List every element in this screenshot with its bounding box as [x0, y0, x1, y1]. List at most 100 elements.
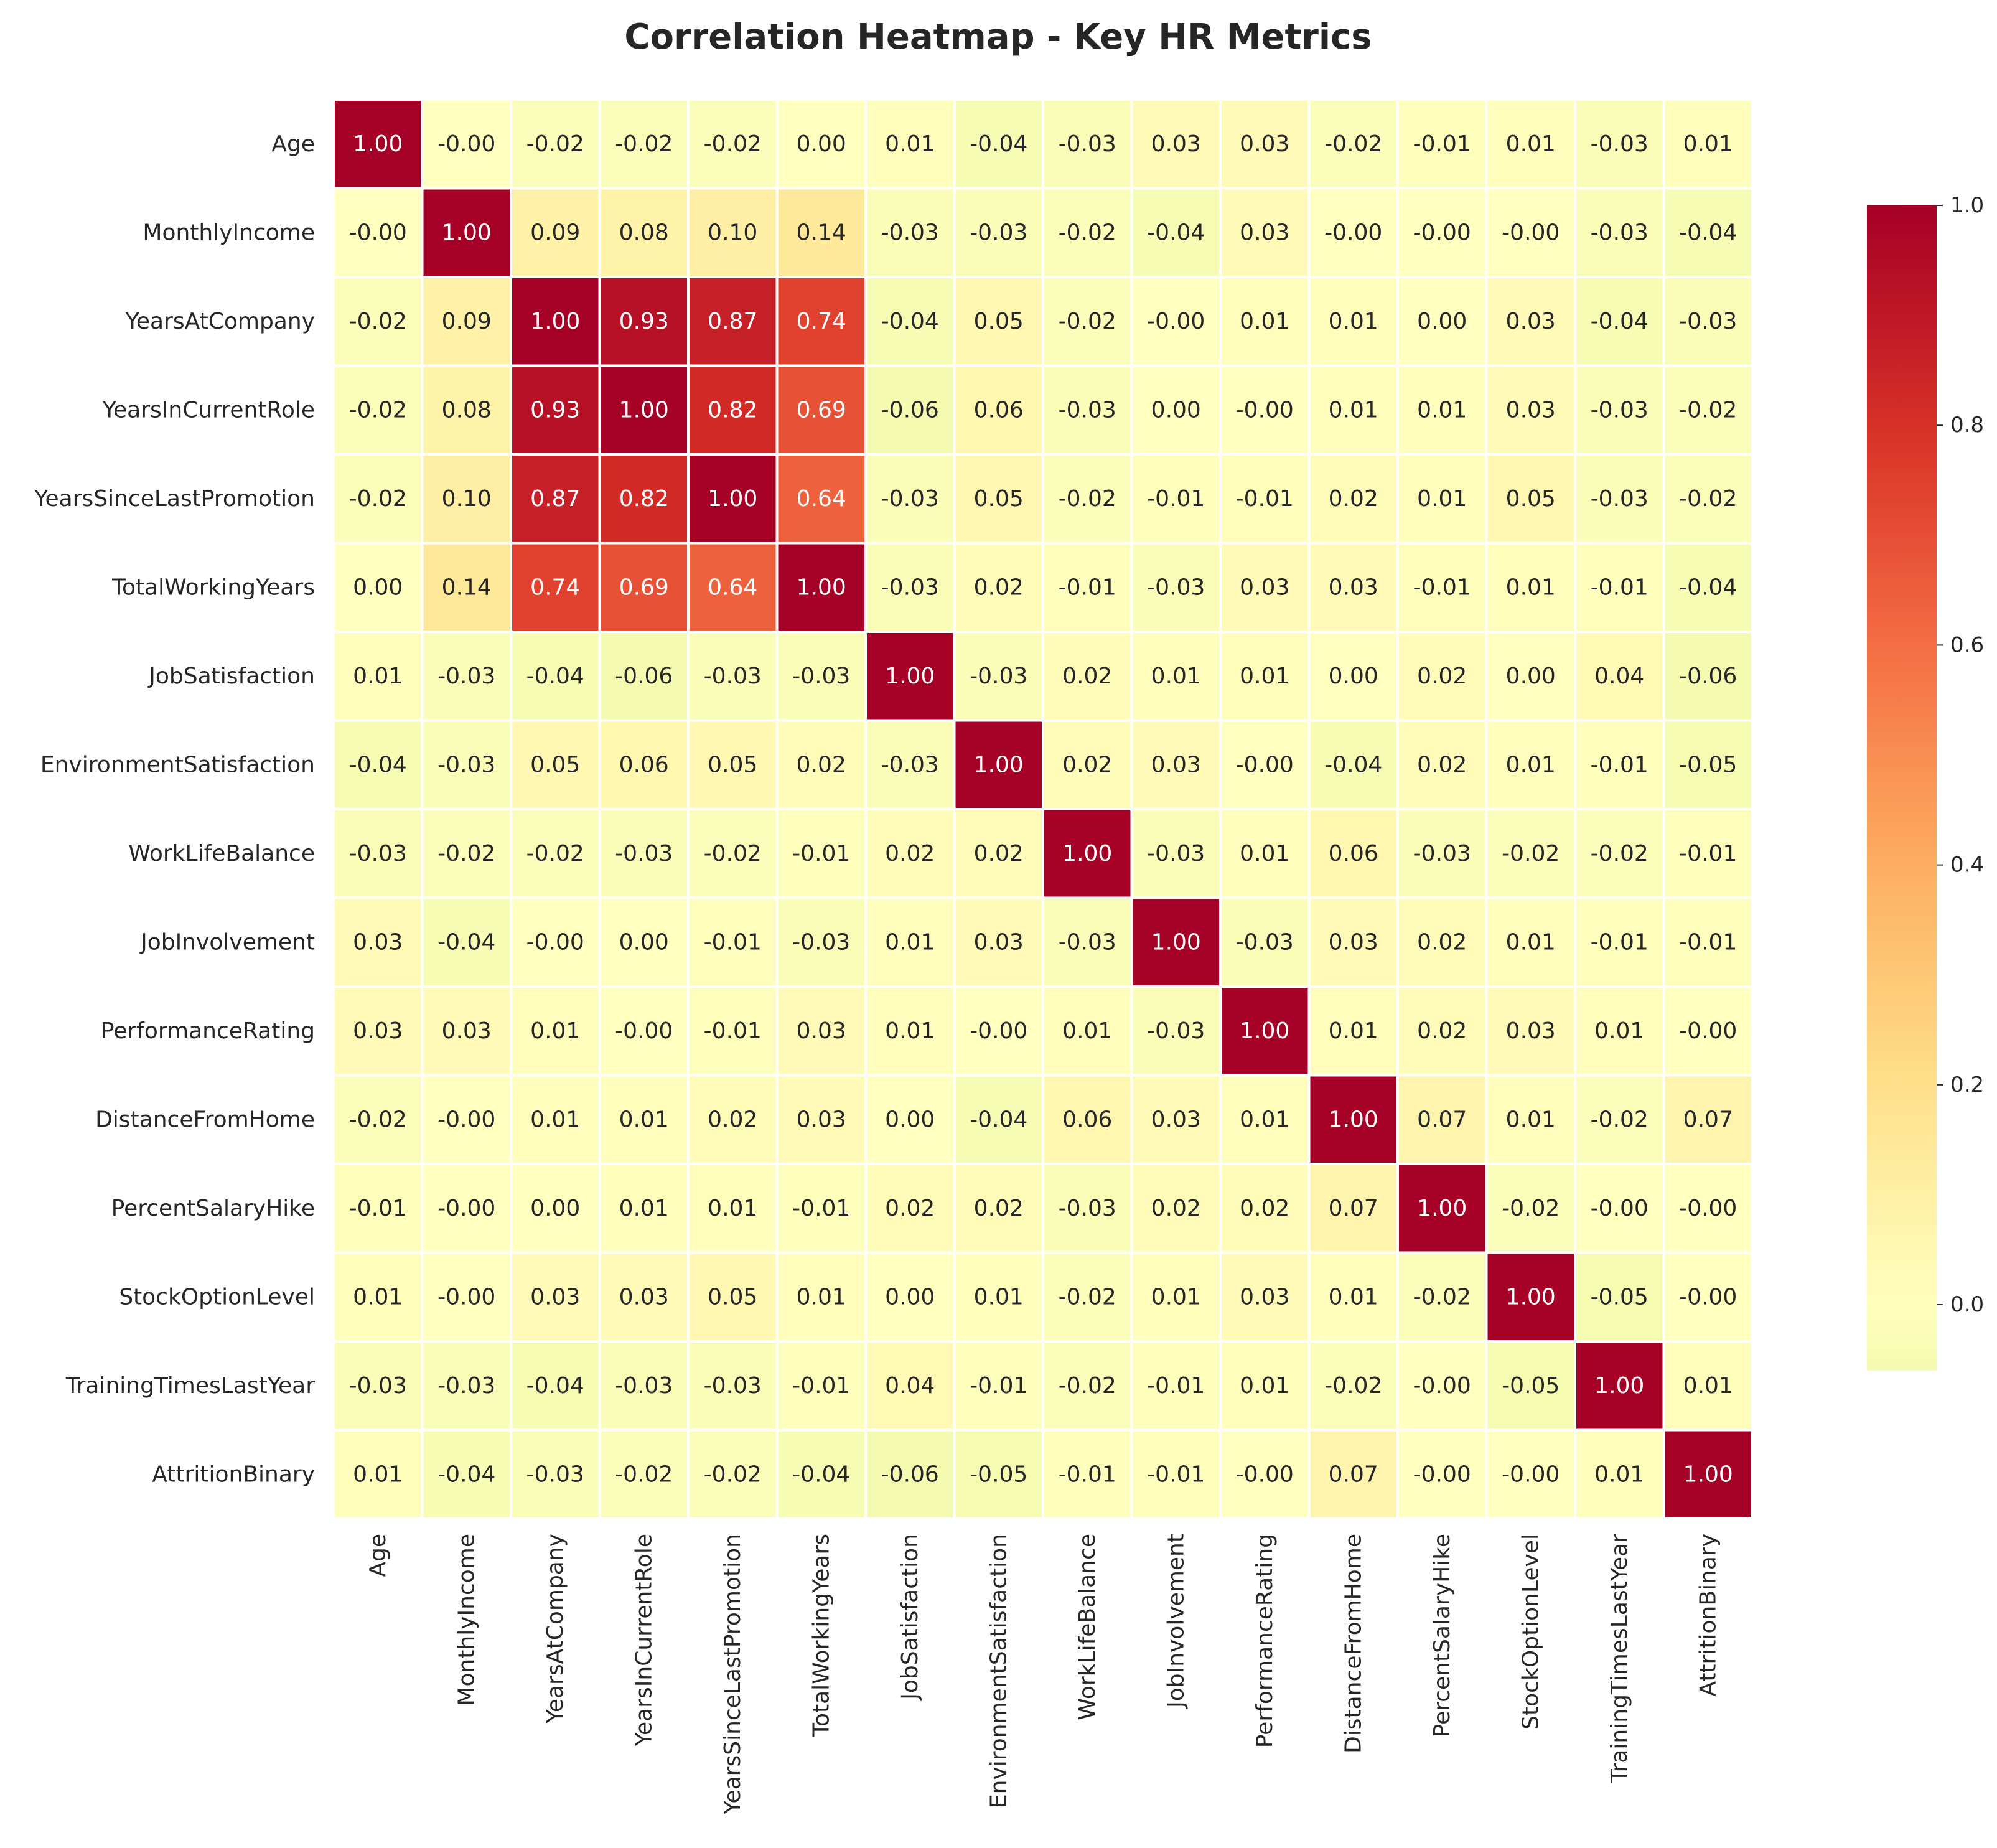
- heatmap-cell: [510, 187, 601, 278]
- cell-value-label: 0.03: [1506, 1018, 1556, 1044]
- cell-value-label: 0.05: [974, 486, 1024, 512]
- cell-value-label: 0.00: [1417, 309, 1467, 334]
- cell-value-label: -0.03: [881, 220, 939, 245]
- cell-value-label: 0.02: [1240, 1196, 1289, 1221]
- cell-value-label: 0.01: [974, 1284, 1024, 1310]
- cell-value-label: -0.04: [526, 664, 584, 689]
- cell-value-label: 1.00: [1506, 1284, 1556, 1310]
- colorbar-tick-label: 0.8: [1950, 413, 1984, 438]
- column-label: YearsInCurrentRole: [631, 1534, 657, 1747]
- heatmap-cell: [775, 1074, 867, 1165]
- heatmap-cell: [1662, 98, 1754, 190]
- row-label: YearsInCurrentRole: [102, 397, 315, 423]
- heatmap-cell: [1662, 1074, 1754, 1165]
- cell-value-label: 0.01: [1506, 575, 1556, 600]
- cell-value-label: 0.03: [1329, 929, 1378, 955]
- cell-value-label: -0.02: [1591, 1107, 1649, 1132]
- cell-value-label: 0.02: [708, 1107, 757, 1132]
- cell-value-label: 0.01: [1240, 841, 1289, 866]
- heatmap-cell: [1396, 896, 1488, 988]
- heatmap-cell: [775, 453, 867, 545]
- cell-value-label: 0.03: [797, 1018, 846, 1044]
- heatmap-cell: [1574, 276, 1665, 367]
- row-label: TrainingTimesLastYear: [65, 1373, 315, 1399]
- heatmap-cell: [1219, 896, 1311, 988]
- cell-value-label: 0.05: [708, 1284, 757, 1310]
- cell-value-label: -0.01: [349, 1196, 407, 1221]
- cell-value-label: 1.00: [797, 575, 846, 600]
- cell-value-label: 1.00: [442, 220, 492, 245]
- cell-value-label: 0.02: [1329, 486, 1378, 512]
- cell-value-label: 0.01: [885, 1018, 935, 1044]
- row-label: Age: [271, 131, 315, 157]
- heatmap-cell: [1662, 808, 1754, 899]
- cell-value-label: 0.82: [619, 486, 669, 512]
- cell-value-label: 0.09: [442, 309, 492, 334]
- cell-value-label: 0.02: [974, 575, 1024, 600]
- cell-value-label: -0.04: [437, 929, 495, 955]
- cell-value-label: 0.06: [1062, 1107, 1112, 1132]
- cell-value-label: -0.02: [437, 841, 495, 866]
- heatmap-cell: [510, 1340, 601, 1432]
- heatmap-cell: [1485, 808, 1576, 899]
- heatmap-cell: [1662, 453, 1754, 545]
- cell-value-label: -0.01: [1147, 1373, 1205, 1399]
- cell-value-label: 0.01: [1683, 1373, 1733, 1399]
- heatmap-cell: [510, 1251, 601, 1343]
- column-label: JobInvolvement: [1163, 1534, 1189, 1709]
- cell-value-label: 0.01: [619, 1107, 669, 1132]
- heatmap-cell: [1396, 276, 1488, 367]
- cell-value-label: 0.01: [1240, 309, 1289, 334]
- cell-value-label: -0.03: [1059, 1196, 1116, 1221]
- heatmap-cell: [598, 542, 690, 633]
- heatmap-cell: [598, 453, 690, 545]
- heatmap-cell: [1130, 1163, 1222, 1254]
- column-label: DistanceFromHome: [1340, 1534, 1366, 1753]
- cell-value-label: -0.01: [1059, 1461, 1116, 1487]
- cell-value-label: 0.02: [885, 1196, 935, 1221]
- cell-value-label: 0.87: [708, 309, 757, 334]
- heatmap-cell: [510, 1428, 601, 1520]
- heatmap-cell: [1662, 719, 1754, 810]
- cell-value-label: -0.04: [349, 752, 407, 777]
- cell-value-label: 0.02: [1062, 664, 1112, 689]
- cell-value-label: -0.03: [1147, 1018, 1205, 1044]
- cell-value-label: 0.03: [619, 1284, 669, 1310]
- cell-value-label: -0.03: [970, 220, 1027, 245]
- cell-value-label: -0.00: [1413, 1461, 1471, 1487]
- cell-value-label: -0.03: [881, 752, 939, 777]
- heatmap-cell: [1574, 1163, 1665, 1254]
- cell-value-label: -0.03: [1413, 841, 1471, 866]
- cell-value-label: -0.02: [1059, 486, 1116, 512]
- cell-value-label: -0.03: [1059, 397, 1116, 423]
- cell-value-label: 0.74: [530, 575, 580, 600]
- heatmap-cell: [775, 1251, 867, 1343]
- heatmap-cell: [1219, 719, 1311, 810]
- colorbar-gradient: [1867, 205, 1937, 1371]
- cell-value-label: 0.07: [1417, 1107, 1467, 1132]
- heatmap-cell: [1307, 1074, 1399, 1165]
- cell-value-label: 0.07: [1329, 1461, 1378, 1487]
- cell-value-label: 0.10: [708, 220, 757, 245]
- heatmap-cell: [1042, 453, 1133, 545]
- heatmap-cell: [421, 453, 512, 545]
- heatmap-cell: [1219, 1074, 1311, 1165]
- cell-value-label: 0.01: [1329, 1284, 1378, 1310]
- cell-value-label: 0.02: [974, 841, 1024, 866]
- cell-value-label: 0.93: [619, 309, 669, 334]
- cell-value-label: -0.00: [1502, 1461, 1560, 1487]
- heatmap-cell: [510, 808, 601, 899]
- cell-value-label: 0.02: [885, 841, 935, 866]
- cell-value-label: -0.04: [1591, 309, 1649, 334]
- cell-value-label: 0.03: [1151, 131, 1201, 157]
- cell-value-label: -0.00: [437, 1284, 495, 1310]
- cell-value-label: 0.03: [974, 929, 1024, 955]
- cell-value-label: -0.00: [526, 929, 584, 955]
- column-label: MonthlyIncome: [454, 1534, 479, 1706]
- row-label: JobSatisfaction: [147, 664, 315, 689]
- row-label: PercentSalaryHike: [111, 1196, 315, 1221]
- cell-value-label: 0.09: [530, 220, 580, 245]
- cell-value-label: 0.00: [885, 1284, 935, 1310]
- column-label: JobSatisfaction: [897, 1534, 923, 1701]
- cell-value-label: 0.00: [353, 575, 403, 600]
